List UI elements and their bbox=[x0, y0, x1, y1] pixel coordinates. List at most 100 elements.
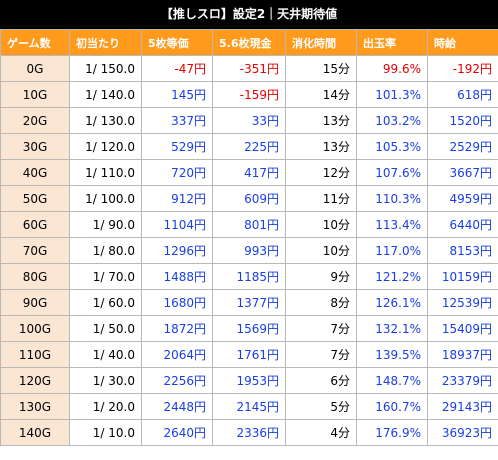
cell-5-equivalent: 2448円 bbox=[141, 393, 213, 420]
table-row: 110G 1/ 40.0 2064円 1761円 7分 139.5% 18937円 bbox=[0, 341, 498, 368]
table-row: 50G 1/ 100.0 912円 609円 11分 110.3% 4959円 bbox=[0, 185, 498, 212]
cell-5-equivalent: 2064円 bbox=[141, 341, 213, 368]
cell-games: 80G bbox=[0, 263, 70, 290]
col-header-5-equivalent: 5枚等価 bbox=[141, 29, 213, 56]
cell-payout-rate: 176.9% bbox=[356, 419, 428, 446]
cell-play-time: 13分 bbox=[285, 133, 357, 160]
cell-hourly: 6440円 bbox=[427, 211, 498, 238]
cell-first-hit: 1/ 110.0 bbox=[69, 159, 142, 186]
cell-5-6-cash: -351円 bbox=[212, 55, 286, 82]
cell-5-equivalent: 2640円 bbox=[141, 419, 213, 446]
cell-5-equivalent: 2256円 bbox=[141, 367, 213, 394]
cell-games: 140G bbox=[0, 419, 70, 446]
cell-first-hit: 1/ 40.0 bbox=[69, 341, 142, 368]
cell-5-equivalent: 912円 bbox=[141, 185, 213, 212]
cell-hourly: 3667円 bbox=[427, 159, 498, 186]
cell-hourly: 2529円 bbox=[427, 133, 498, 160]
cell-5-equivalent: 1296円 bbox=[141, 237, 213, 264]
cell-first-hit: 1/ 150.0 bbox=[69, 55, 142, 82]
cell-games: 110G bbox=[0, 341, 70, 368]
cell-payout-rate: 113.4% bbox=[356, 211, 428, 238]
cell-payout-rate: 99.6% bbox=[356, 55, 428, 82]
cell-games: 130G bbox=[0, 393, 70, 420]
col-header-games: ゲーム数 bbox=[0, 29, 70, 56]
table-title: 【推しスロ】設定2｜天井期待値 bbox=[0, 0, 498, 29]
cell-first-hit: 1/ 50.0 bbox=[69, 315, 142, 342]
cell-first-hit: 1/ 60.0 bbox=[69, 289, 142, 316]
cell-first-hit: 1/ 10.0 bbox=[69, 419, 142, 446]
cell-first-hit: 1/ 80.0 bbox=[69, 237, 142, 264]
cell-games: 40G bbox=[0, 159, 70, 186]
cell-5-equivalent: 1872円 bbox=[141, 315, 213, 342]
cell-hourly: 15409円 bbox=[427, 315, 498, 342]
cell-payout-rate: 105.3% bbox=[356, 133, 428, 160]
cell-play-time: 7分 bbox=[285, 315, 357, 342]
cell-play-time: 8分 bbox=[285, 289, 357, 316]
cell-first-hit: 1/ 100.0 bbox=[69, 185, 142, 212]
table-row: 130G 1/ 20.0 2448円 2145円 5分 160.7% 29143円 bbox=[0, 393, 498, 420]
table-row: 40G 1/ 110.0 720円 417円 12分 107.6% 3667円 bbox=[0, 159, 498, 186]
cell-payout-rate: 117.0% bbox=[356, 237, 428, 264]
cell-games: 90G bbox=[0, 289, 70, 316]
cell-5-6-cash: 609円 bbox=[212, 185, 286, 212]
cell-first-hit: 1/ 30.0 bbox=[69, 367, 142, 394]
cell-games: 30G bbox=[0, 133, 70, 160]
cell-5-6-cash: 801円 bbox=[212, 211, 286, 238]
cell-payout-rate: 121.2% bbox=[356, 263, 428, 290]
cell-play-time: 9分 bbox=[285, 263, 357, 290]
table-row: 140G 1/ 10.0 2640円 2336円 4分 176.9% 36923円 bbox=[0, 419, 498, 446]
cell-hourly: 8153円 bbox=[427, 237, 498, 264]
cell-play-time: 10分 bbox=[285, 237, 357, 264]
cell-5-equivalent: 720円 bbox=[141, 159, 213, 186]
cell-first-hit: 1/ 140.0 bbox=[69, 81, 142, 108]
cell-play-time: 10分 bbox=[285, 211, 357, 238]
cell-5-6-cash: 2336円 bbox=[212, 419, 286, 446]
cell-5-equivalent: 529円 bbox=[141, 133, 213, 160]
cell-5-equivalent: 1488円 bbox=[141, 263, 213, 290]
cell-payout-rate: 101.3% bbox=[356, 81, 428, 108]
cell-hourly: 23379円 bbox=[427, 367, 498, 394]
cell-first-hit: 1/ 70.0 bbox=[69, 263, 142, 290]
cell-payout-rate: 103.2% bbox=[356, 107, 428, 134]
table-row: 30G 1/ 120.0 529円 225円 13分 105.3% 2529円 bbox=[0, 133, 498, 160]
cell-play-time: 14分 bbox=[285, 81, 357, 108]
cell-hourly: -192円 bbox=[427, 55, 498, 82]
cell-5-6-cash: 2145円 bbox=[212, 393, 286, 420]
table-row: 90G 1/ 60.0 1680円 1377円 8分 126.1% 12539円 bbox=[0, 289, 498, 316]
cell-games: 60G bbox=[0, 211, 70, 238]
cell-hourly: 1520円 bbox=[427, 107, 498, 134]
expected-value-table: ゲーム数 初当たり 5枚等価 5.6枚現金 消化時間 出玉率 時給 0G 1/ 1… bbox=[0, 29, 498, 446]
cell-games: 70G bbox=[0, 237, 70, 264]
cell-5-6-cash: 1953円 bbox=[212, 367, 286, 394]
col-header-hourly: 時給 bbox=[427, 29, 498, 56]
cell-play-time: 11分 bbox=[285, 185, 357, 212]
cell-hourly: 36923円 bbox=[427, 419, 498, 446]
col-header-5-6-cash: 5.6枚現金 bbox=[212, 29, 286, 56]
table-row: 20G 1/ 130.0 337円 33円 13分 103.2% 1520円 bbox=[0, 107, 498, 134]
cell-5-6-cash: 417円 bbox=[212, 159, 286, 186]
cell-games: 20G bbox=[0, 107, 70, 134]
cell-play-time: 4分 bbox=[285, 419, 357, 446]
table-row: 10G 1/ 140.0 145円 -159円 14分 101.3% 618円 bbox=[0, 81, 498, 108]
cell-first-hit: 1/ 90.0 bbox=[69, 211, 142, 238]
table-row: 70G 1/ 80.0 1296円 993円 10分 117.0% 8153円 bbox=[0, 237, 498, 264]
cell-hourly: 10159円 bbox=[427, 263, 498, 290]
cell-5-6-cash: -159円 bbox=[212, 81, 286, 108]
cell-play-time: 15分 bbox=[285, 55, 357, 82]
cell-first-hit: 1/ 130.0 bbox=[69, 107, 142, 134]
cell-5-6-cash: 993円 bbox=[212, 237, 286, 264]
table-row: 0G 1/ 150.0 -47円 -351円 15分 99.6% -192円 bbox=[0, 55, 498, 82]
table-row: 60G 1/ 90.0 1104円 801円 10分 113.4% 6440円 bbox=[0, 211, 498, 238]
cell-games: 120G bbox=[0, 367, 70, 394]
cell-5-equivalent: 337円 bbox=[141, 107, 213, 134]
table-body: 0G 1/ 150.0 -47円 -351円 15分 99.6% -192円 10G 1/ 14… bbox=[0, 55, 498, 446]
cell-play-time: 5分 bbox=[285, 393, 357, 420]
cell-games: 50G bbox=[0, 185, 70, 212]
cell-5-6-cash: 1185円 bbox=[212, 263, 286, 290]
cell-first-hit: 1/ 20.0 bbox=[69, 393, 142, 420]
cell-5-equivalent: 145円 bbox=[141, 81, 213, 108]
cell-games: 0G bbox=[0, 55, 70, 82]
cell-payout-rate: 126.1% bbox=[356, 289, 428, 316]
cell-5-6-cash: 225円 bbox=[212, 133, 286, 160]
cell-hourly: 12539円 bbox=[427, 289, 498, 316]
